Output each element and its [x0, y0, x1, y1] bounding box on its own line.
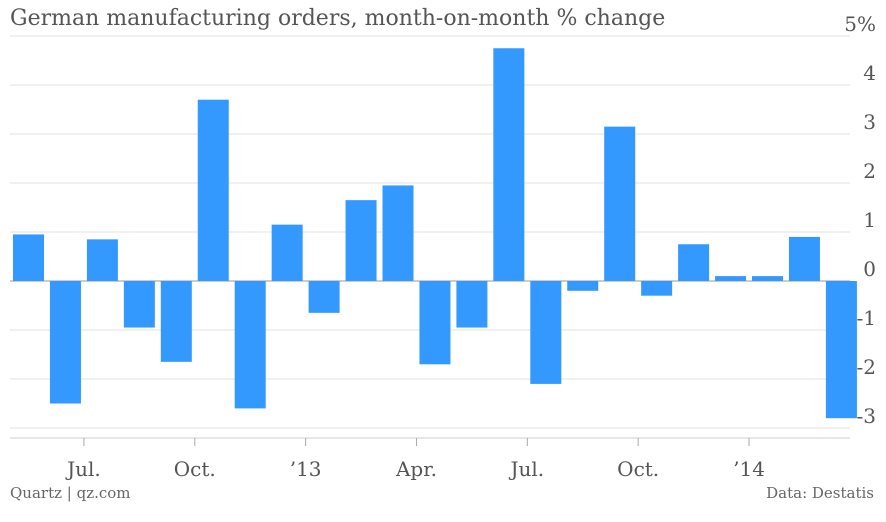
- y-tick-label: 5%: [844, 12, 876, 36]
- y-tick-label: 3: [863, 110, 876, 134]
- y-tick-label: -3: [857, 404, 876, 428]
- bar: [567, 281, 599, 291]
- bar: [271, 224, 303, 281]
- gridlines: [10, 35, 850, 439]
- x-tick-label: Oct.: [174, 457, 216, 481]
- bar: [456, 281, 488, 328]
- y-tick-label: 4: [863, 61, 876, 85]
- bar: [788, 236, 820, 281]
- bar: [345, 200, 377, 281]
- bar: [49, 281, 81, 404]
- bars: [13, 48, 857, 419]
- x-tick-label: Jul.: [65, 457, 101, 481]
- bar: [160, 281, 192, 362]
- bar: [641, 281, 673, 296]
- y-tick-label: 1: [863, 208, 876, 232]
- bar: [530, 281, 562, 384]
- bar: [234, 281, 266, 409]
- bar: [419, 281, 451, 365]
- bar: [382, 185, 414, 281]
- x-tick-label: Oct.: [617, 457, 659, 481]
- bar: [86, 239, 118, 281]
- x-tick-label: Apr.: [395, 457, 437, 481]
- y-tick-label: 0: [863, 257, 876, 281]
- x-tick-label: ’14: [733, 457, 765, 481]
- x-tick-label: Jul.: [508, 457, 544, 481]
- chart-title: German manufacturing orders, month-on-mo…: [10, 6, 666, 31]
- bar: [715, 276, 747, 281]
- data-source: Data: Destatis: [766, 484, 874, 502]
- x-tick-label: ’13: [290, 457, 322, 481]
- y-axis-ticks: 5% 4 3 2 1 0 -1 -2 -3: [844, 12, 876, 428]
- bar: [825, 281, 857, 419]
- bar: [604, 126, 636, 282]
- bar: [13, 234, 44, 281]
- y-tick-label: 2: [863, 159, 876, 183]
- source-credit: Quartz | qz.com: [10, 484, 131, 502]
- bar: [493, 48, 525, 281]
- y-tick-label: -2: [857, 355, 876, 379]
- bar: [678, 244, 710, 281]
- bar: [752, 276, 783, 281]
- bar: [123, 281, 155, 328]
- x-axis-ticks: Jul. Oct. ’13 Apr. Jul. Oct. ’14: [65, 438, 765, 481]
- bar: [308, 281, 340, 313]
- y-tick-label: -1: [857, 306, 876, 330]
- bar: [197, 99, 229, 281]
